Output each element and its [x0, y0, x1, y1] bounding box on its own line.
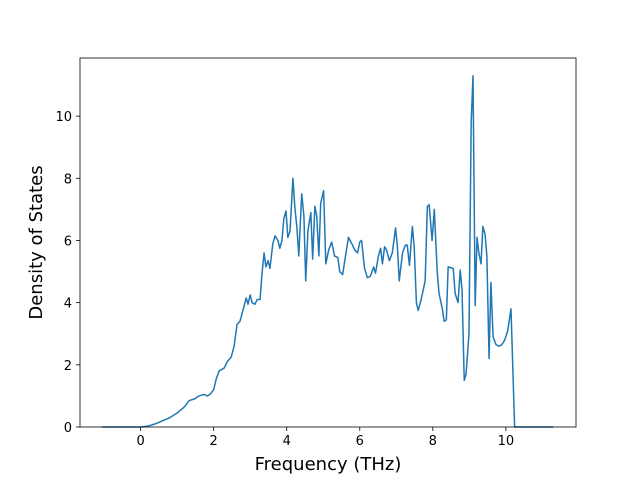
y-tick-label: 4: [64, 297, 72, 312]
x-tick-label: 0: [136, 434, 144, 449]
x-tick-label: 4: [283, 434, 291, 449]
y-tick-label: 8: [64, 172, 72, 187]
y-tick-label: 10: [55, 110, 72, 125]
axes-frame: [79, 57, 577, 428]
x-tick-label: 2: [210, 434, 218, 449]
x-tick-label: 8: [429, 434, 437, 449]
y-axis-label: Density of States: [26, 165, 47, 319]
x-tick-label: 6: [356, 434, 364, 449]
y-tick-label: 6: [64, 234, 72, 249]
data-line: [101, 74, 554, 428]
x-tick-label: 10: [498, 434, 515, 449]
x-axis-label: Frequency (THz): [255, 454, 402, 475]
y-tick-label: 2: [64, 359, 72, 374]
y-tick-label: 0: [64, 421, 72, 436]
